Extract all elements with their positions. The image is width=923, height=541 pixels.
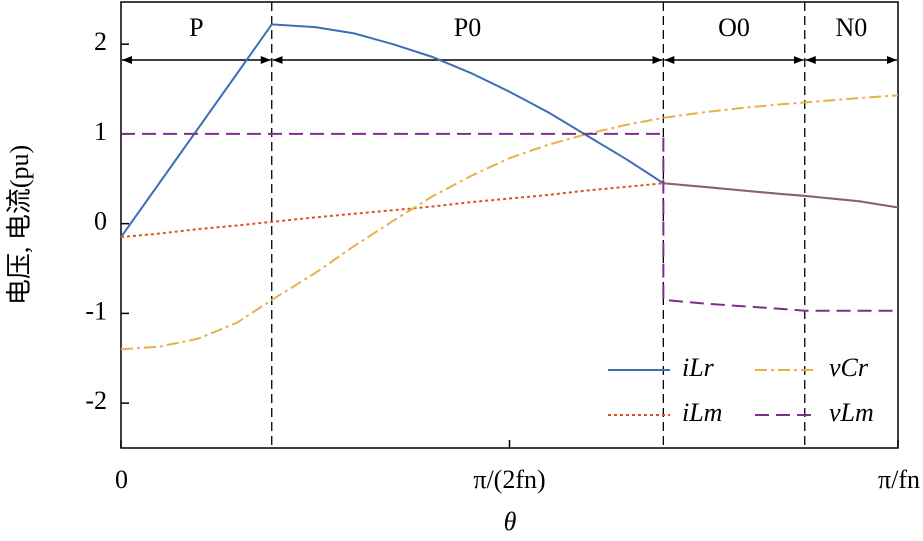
x-tick-label: π/(2fn) [473, 465, 545, 494]
series-line [121, 132, 898, 312]
series-line [120, 94, 899, 351]
legend-label: vLm [829, 398, 874, 427]
region-label: N0 [835, 13, 867, 42]
region-label: P0 [454, 13, 481, 42]
y-tick-label: -2 [85, 386, 107, 415]
y-tick-label: 1 [94, 117, 107, 146]
series-line [120, 182, 899, 239]
y-tick-label: -1 [85, 296, 107, 325]
region-label: O0 [718, 13, 750, 42]
plot-frame [120, 1, 899, 449]
y-tick-label: 0 [94, 207, 107, 236]
legend-label: vCr [829, 353, 869, 382]
region-label: P [189, 13, 203, 42]
legend-label: iLr [682, 353, 715, 382]
x-tick-label: 0 [115, 465, 128, 494]
series-line [120, 23, 899, 238]
legend-label: iLm [682, 398, 722, 427]
x-tick-label: π/fn [878, 465, 920, 494]
y-axis-label: 电压, 电流(pu) [5, 145, 34, 305]
y-tick-label: 2 [94, 27, 107, 56]
x-axis-label: θ [504, 507, 517, 536]
